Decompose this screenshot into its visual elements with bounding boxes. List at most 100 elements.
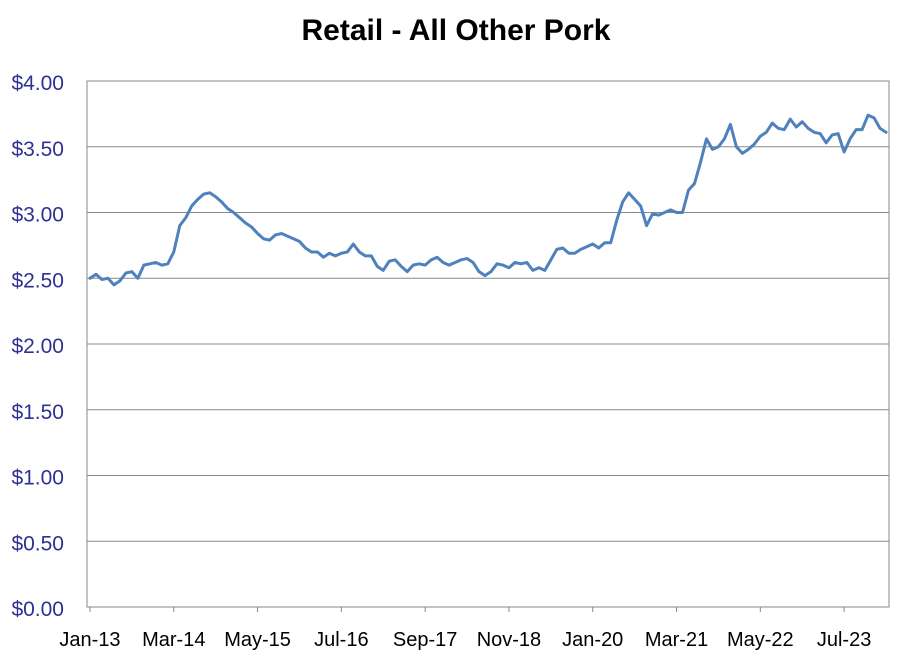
data-point [148, 262, 151, 265]
data-point [112, 283, 115, 286]
y-tick-labels: $0.00 $0.50 $1.00 $1.50 $2.00 $2.50 $3.00 $3.50… [11, 72, 64, 621]
data-point [729, 123, 732, 126]
data-point [741, 152, 744, 155]
data-point [579, 248, 582, 251]
y-tick-label: $4.00 [11, 72, 64, 95]
data-point [657, 214, 660, 217]
data-point [861, 128, 864, 131]
data-point [430, 258, 433, 261]
data-point [412, 264, 415, 267]
data-point [687, 189, 690, 192]
chart-title: Retail - All Other Pork [301, 14, 611, 47]
data-point [130, 270, 133, 273]
gridlines [87, 80, 889, 608]
data-point [106, 277, 109, 280]
data-point [268, 239, 271, 242]
data-point [645, 224, 648, 227]
data-point [184, 216, 187, 219]
data-point [813, 131, 816, 134]
data-point [681, 211, 684, 214]
y-tick-label: $3.00 [11, 204, 64, 227]
series-line [88, 113, 888, 287]
data-point [567, 252, 570, 255]
x-tick-label: Mar-21 [645, 629, 708, 651]
data-point [513, 261, 516, 264]
data-point [154, 261, 157, 264]
data-point [849, 137, 852, 140]
x-tick-label: Jan-20 [562, 629, 623, 651]
x-tick-label: Jan-13 [59, 629, 120, 651]
data-point [340, 252, 343, 255]
data-point [507, 266, 510, 269]
data-point [406, 270, 409, 273]
data-point [555, 248, 558, 251]
data-point [795, 126, 798, 129]
data-point [609, 241, 612, 244]
data-point [442, 261, 445, 264]
data-point [543, 269, 546, 272]
data-point [855, 128, 858, 131]
data-point [274, 233, 277, 236]
data-point [88, 277, 91, 280]
data-point [831, 133, 834, 136]
data-point [280, 232, 283, 235]
data-point [747, 148, 750, 151]
data-point [615, 219, 618, 222]
data-point [226, 207, 229, 210]
data-point [214, 195, 217, 198]
data-point [286, 235, 289, 238]
x-tick-label: Sep-17 [393, 629, 458, 651]
data-point [675, 211, 678, 214]
data-point [885, 131, 888, 134]
data-point [753, 143, 756, 146]
data-point [166, 262, 169, 265]
data-point [711, 148, 714, 151]
data-point [118, 279, 121, 282]
data-point [436, 256, 439, 259]
data-point [454, 261, 457, 264]
data-point [394, 258, 397, 261]
data-point [382, 269, 385, 272]
y-tick-label: $1.50 [11, 401, 64, 424]
data-point [651, 212, 654, 215]
data-point [400, 265, 403, 268]
data-point [94, 273, 97, 276]
data-point [723, 137, 726, 140]
data-point [364, 254, 367, 257]
data-point [142, 264, 145, 267]
data-point [310, 250, 313, 253]
data-point [196, 198, 199, 201]
data-point [418, 262, 421, 265]
data-point [663, 211, 666, 214]
data-point [621, 200, 624, 203]
data-point [292, 237, 295, 240]
data-point [124, 271, 127, 274]
y-tick-label: $0.00 [11, 598, 64, 621]
data-point [424, 264, 427, 267]
data-point [573, 252, 576, 255]
data-point [591, 243, 594, 246]
y-tick-label: $2.00 [11, 335, 64, 358]
data-point [669, 208, 672, 211]
data-point [100, 278, 103, 281]
data-point [717, 145, 720, 148]
data-point [765, 131, 768, 134]
data-point [501, 264, 504, 267]
y-tick-label: $0.50 [11, 532, 64, 555]
data-point [136, 277, 139, 280]
data-point [304, 247, 307, 250]
series-layer [88, 113, 888, 287]
data-point [627, 191, 630, 194]
data-point [262, 237, 265, 240]
data-point [232, 211, 235, 214]
data-point [178, 224, 181, 227]
data-point [370, 254, 373, 257]
data-point [585, 245, 588, 248]
data-point [825, 141, 828, 144]
data-point [244, 222, 247, 225]
data-point [250, 225, 253, 228]
x-tick-label: May-22 [727, 629, 794, 651]
data-point [489, 270, 492, 273]
